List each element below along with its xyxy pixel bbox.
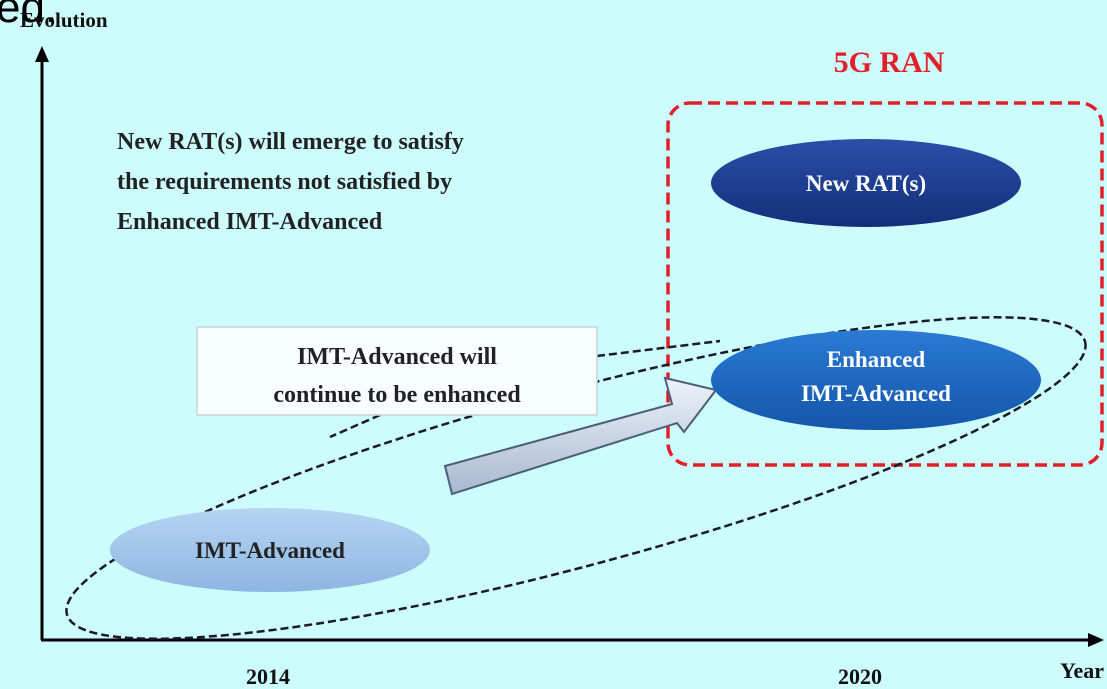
y-axis-arrow <box>35 46 49 62</box>
callout-text: IMT-Advanced will <box>297 344 497 370</box>
x-tick-label: 2014 <box>246 664 290 689</box>
x-axis-arrow <box>1088 633 1104 647</box>
group-title: 5G RAN <box>834 46 945 79</box>
node-label: Enhanced <box>827 347 926 372</box>
node <box>711 330 1041 430</box>
evolution-arrow <box>443 376 718 496</box>
node <box>711 139 1021 227</box>
note-text: Enhanced IMT-Advanced <box>117 209 383 235</box>
note-text: New RAT(s) will emerge to satisfy <box>117 129 464 155</box>
node-label: IMT-Advanced <box>801 381 951 406</box>
group-box <box>666 101 1104 467</box>
x-tick-label: 2020 <box>838 664 882 689</box>
x-axis-label: Year <box>1060 658 1104 683</box>
callout-leader <box>329 413 381 439</box>
node <box>110 508 430 592</box>
callout-leader <box>596 339 721 358</box>
node-label: New RAT(s) <box>806 171 926 196</box>
node-label: IMT-Advanced <box>195 538 345 563</box>
note-text: the requirements not satisfied by <box>117 169 452 195</box>
callout-text: continue to be enhanced <box>273 382 521 408</box>
scope-ellipse <box>65 316 1087 640</box>
text-fragment: ed. <box>0 0 57 32</box>
callout-box <box>196 326 598 416</box>
y-axis-label: Evolution <box>20 8 108 32</box>
